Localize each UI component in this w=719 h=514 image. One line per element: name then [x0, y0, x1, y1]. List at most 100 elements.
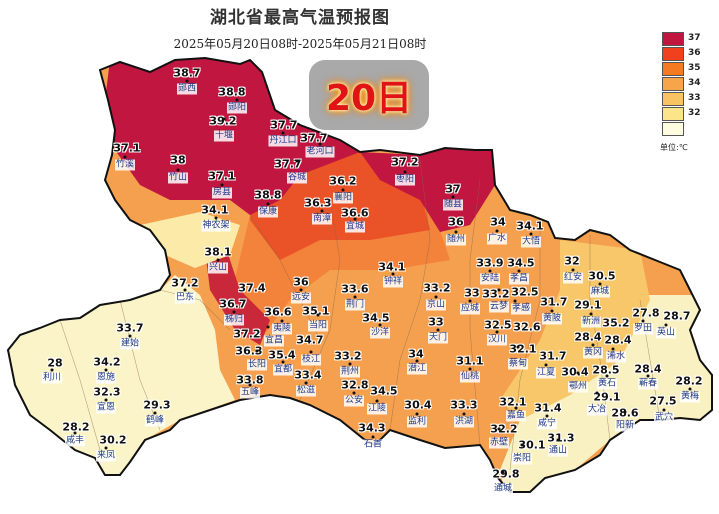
station-dot: [514, 406, 518, 410]
forecast-period: 2025年05月20日08时-2025年05月21日08时: [173, 37, 427, 51]
station-temperature: 32.5: [484, 318, 512, 332]
station-temperature: 33.3: [450, 398, 478, 412]
station-temperature: 31.7: [539, 349, 567, 363]
station-temperature: 36.6: [264, 305, 292, 319]
station-temperature: 36.3: [304, 196, 332, 210]
station-dot: [375, 399, 379, 403]
station-dot: [576, 371, 580, 375]
station-dot: [501, 470, 505, 474]
station-dot: [623, 410, 627, 414]
station-name: 通山: [547, 445, 569, 457]
station-dot: [434, 295, 438, 299]
legend-label: 34: [688, 78, 701, 88]
station-temperature: 27.8: [632, 306, 660, 320]
station-dot: [50, 368, 54, 372]
legend-swatch: [662, 107, 684, 121]
station-name: 通城: [492, 483, 514, 495]
station-name: 麻城: [589, 286, 611, 298]
station-dot: [391, 272, 395, 276]
station-dot: [248, 383, 252, 387]
station-name: 江夏: [535, 367, 557, 379]
station-temperature: 37.2: [171, 276, 199, 290]
station-temperature: 34.7: [296, 333, 324, 347]
station-dot: [232, 310, 236, 314]
station-name: 鄂州: [567, 381, 589, 393]
legend-label: 35: [688, 63, 701, 73]
station-temperature: 38: [170, 153, 186, 167]
station-temperature: 27.5: [649, 394, 677, 408]
station-name: 蕲春: [637, 378, 659, 390]
station-dot: [104, 368, 108, 372]
station-name: 宜城: [344, 221, 366, 233]
station-temperature: 28.2: [675, 374, 703, 388]
station-dot: [529, 232, 533, 236]
station-name: 随县: [442, 199, 464, 211]
station-name: 枝江: [300, 354, 322, 366]
station-temperature: 33.7: [116, 321, 144, 335]
station-name: 汉川: [486, 334, 508, 346]
station-dot: [605, 374, 609, 378]
station-dot: [255, 349, 259, 353]
station-name: 竹溪: [114, 159, 136, 171]
station-temperature: 34.1: [378, 260, 406, 274]
station-temperature: 31.4: [534, 401, 562, 415]
station-name: 黄冈: [582, 347, 604, 359]
station-temperature: 34.5: [507, 256, 535, 270]
station-name: 英山: [655, 327, 677, 339]
station-name: 公安: [343, 395, 365, 407]
station-dot: [73, 431, 77, 435]
station-dot: [309, 350, 313, 354]
station-temperature: 33.8: [236, 373, 264, 387]
station-dot: [497, 288, 501, 292]
station-name: 咸丰: [64, 435, 86, 447]
station-dot: [266, 202, 270, 206]
station-dot: [378, 323, 382, 327]
station-name: 南漳: [311, 213, 333, 225]
station-temperature: 29.1: [593, 390, 621, 404]
station-temperature: 37.7: [300, 131, 328, 145]
station-temperature: 36.2: [329, 174, 357, 188]
station-dot: [235, 98, 239, 102]
station-temperature: 32: [564, 254, 580, 268]
station-name: 罗田: [632, 323, 654, 335]
station-name: 夷陵: [271, 323, 293, 335]
station-name: 洪湖: [453, 416, 475, 428]
station-dot: [176, 168, 180, 172]
station-temperature: 35.4: [268, 348, 296, 362]
station-temperature: 31.7: [540, 295, 568, 309]
station-temperature: 36.7: [219, 297, 247, 311]
station-dot: [318, 142, 322, 146]
station-name: 武穴: [653, 412, 675, 424]
station-name: 竹山: [167, 172, 189, 184]
station-name: 枣阳: [394, 174, 416, 186]
station-name: 黄陂: [541, 313, 563, 325]
station-name: 宜昌: [263, 335, 285, 347]
station-dot: [403, 170, 407, 174]
station-temperature: 32.1: [499, 395, 527, 409]
day-badge-label: 20日: [325, 78, 413, 119]
station-name: 嘉鱼: [505, 410, 527, 422]
color-legend: 37 36 35 34 33 32: [662, 32, 701, 137]
station-temperature: 33.4: [294, 368, 322, 382]
station-dot: [352, 391, 356, 395]
station-name: 十堰: [213, 130, 235, 142]
temperature-zone-cool-west: [8, 275, 235, 480]
station-name: 阳新: [614, 420, 636, 432]
legend-swatch: [662, 122, 684, 136]
station-dot: [589, 312, 593, 316]
station-temperature: 34.1: [516, 219, 544, 233]
station-name: 秭归: [223, 314, 245, 326]
station-dot: [488, 269, 492, 273]
station-temperature: 36: [293, 275, 309, 289]
station-temperature: 28.4: [604, 333, 632, 347]
station-dot: [185, 79, 189, 83]
station-dot: [595, 391, 599, 395]
station-name: 黄石: [596, 378, 618, 390]
legend-swatch: [662, 62, 684, 76]
legend-label: 32: [688, 108, 701, 118]
station-name: 大悟: [520, 236, 542, 248]
station-name: 荆州: [339, 366, 361, 378]
station-temperature: 30.5: [588, 269, 616, 283]
station-dot: [544, 363, 548, 367]
